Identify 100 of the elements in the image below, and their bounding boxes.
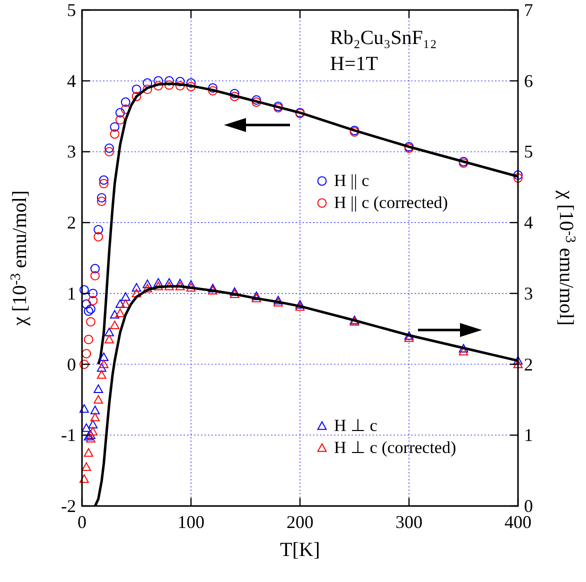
point [110,310,120,319]
point [99,352,108,362]
point [79,285,89,295]
y2-tick-label: 1 [524,425,533,446]
point [86,434,96,443]
point [154,81,163,91]
point [84,334,94,344]
point [104,334,114,344]
point [164,80,174,90]
point [208,86,218,96]
point [104,147,114,156]
annotation: H=1T [330,53,378,75]
point [132,288,142,298]
point [99,175,108,185]
y-tick-label: -1 [61,425,76,446]
point [175,81,185,91]
legend-label: H ⊥ c (corrected) [334,438,456,457]
point [230,88,240,98]
point [404,333,414,342]
x-axis-title: T[K] [280,539,320,561]
point [120,292,130,301]
point [142,78,152,88]
point [295,302,305,311]
y-tick-label: -2 [61,496,76,516]
point [96,370,106,379]
y-tick-label: 5 [67,0,76,20]
point [90,271,100,280]
point [86,317,96,326]
point [79,360,89,369]
point [90,406,100,414]
y-tick-label: 1 [67,283,76,304]
point [142,280,152,288]
point [186,283,196,292]
y-tick-label: 4 [67,70,76,91]
point [175,282,185,290]
point [82,423,92,432]
y2-tick-label: 3 [524,283,533,304]
point [252,294,262,302]
point [88,420,98,428]
point [94,395,104,404]
y-tick-label: 2 [67,212,76,233]
point [115,108,125,118]
point [110,320,120,330]
point [142,84,152,94]
point [230,289,240,298]
legend-label: H || c [334,171,370,190]
point [84,306,94,316]
point [458,344,468,353]
point [120,299,130,308]
point [84,432,94,440]
point [154,278,163,287]
point [115,308,125,318]
point [96,363,106,372]
x-tick-label: 100 [178,512,204,532]
point [513,360,523,368]
annotation: Rb₂Cu₃SnF₁₂ [330,27,437,49]
point [132,84,142,94]
legend-label: H ⊥ c [334,416,378,435]
x-tick-label: 200 [286,512,314,532]
point [154,282,163,290]
point [96,193,106,202]
point [104,328,114,336]
y-tick-label: 3 [67,142,76,162]
point [164,76,174,86]
y2-tick-label: 6 [524,70,533,91]
point [142,284,152,292]
point [94,232,104,242]
point [94,224,104,234]
point [208,286,218,294]
point [82,462,92,471]
y2-tick-label: 4 [524,212,533,233]
point [208,83,218,93]
point [79,474,89,483]
legend-label: H || c (corrected) [334,193,448,212]
point [86,430,96,440]
y2-tick-label: 7 [524,0,533,20]
point [94,384,104,393]
point [230,92,240,102]
point [96,196,106,206]
x-tick-label: 300 [396,512,422,532]
point [79,404,89,413]
point [86,304,96,314]
point [164,282,174,290]
point [513,170,523,180]
point [99,360,108,368]
point [88,288,98,298]
point [82,299,92,309]
y2-tick-label: 5 [524,142,533,162]
point [90,264,100,274]
point [115,115,125,125]
point [104,143,114,153]
y-tick-label: 0 [67,354,76,374]
point [110,122,120,132]
point [82,348,92,358]
point [186,78,196,88]
y2-tick-label: 2 [524,354,533,374]
point [513,356,523,365]
point [186,82,196,92]
point [175,76,185,86]
point [115,299,125,308]
